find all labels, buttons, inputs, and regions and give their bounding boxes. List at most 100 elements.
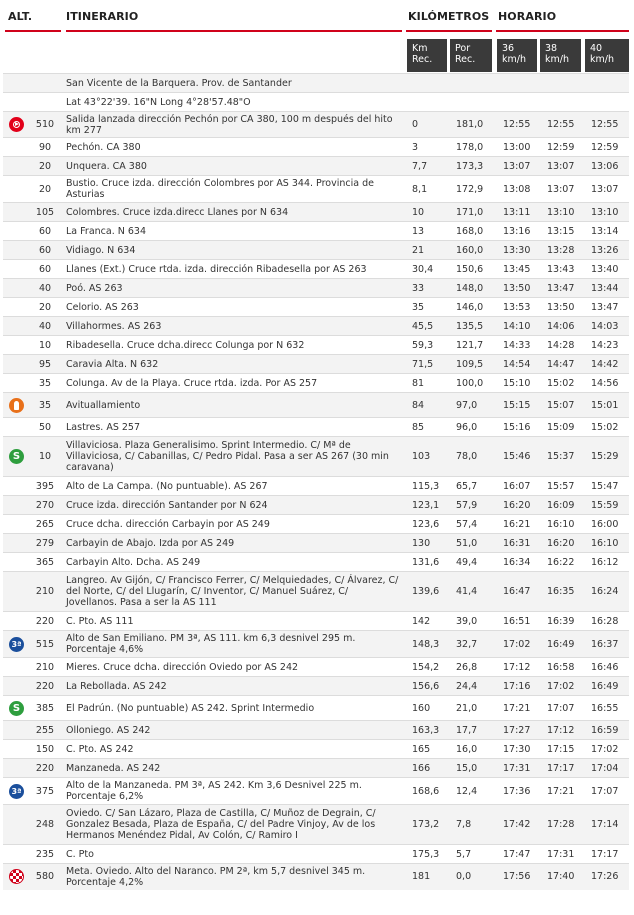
time-36-cell: 13:30 xyxy=(498,240,542,260)
time-36-cell: 16:21 xyxy=(498,514,542,534)
km-rec-cell: 81 xyxy=(407,373,450,393)
km-rec-cell: 8,1 xyxy=(407,175,450,203)
time-38-cell: 13:07 xyxy=(542,175,586,203)
itinerary-cell: Colombres. Cruce izda.direcc Llanes por … xyxy=(62,202,407,222)
time-38-cell: 13:47 xyxy=(542,278,586,298)
itinerary-cell: Oviedo. C/ San Lázaro, Plaza de Castilla… xyxy=(62,804,407,845)
row-icon-cell xyxy=(3,221,30,241)
subheader-36kmh: 36 km/h xyxy=(497,39,537,72)
itinerary-cell: C. Pto. AS 111 xyxy=(62,611,407,631)
altitude-cell: 220 xyxy=(30,611,62,631)
por-rec-cell: 181,0 xyxy=(450,111,498,138)
por-rec-cell: 150,6 xyxy=(450,259,498,279)
table-row: 20 Bustio. Cruce izda. dirección Colombre… xyxy=(3,175,629,203)
time-38-cell: 17:31 xyxy=(542,844,586,864)
time-36-cell: 17:12 xyxy=(498,657,542,677)
row-icon-cell xyxy=(3,202,30,222)
itinerary-cell: Langreo. Av Gijón, C/ Francisco Ferrer, … xyxy=(62,571,407,612)
altitude-cell: 385 xyxy=(30,695,62,721)
time-38-cell xyxy=(542,73,586,93)
row-icon-cell xyxy=(3,720,30,740)
time-40-cell: 12:59 xyxy=(586,137,629,157)
subheader-36kmh-line1: 36 xyxy=(502,43,515,54)
por-rec-cell: 0,0 xyxy=(450,863,498,890)
por-rec-cell: 32,7 xyxy=(450,630,498,658)
itinerary-cell: La Rebollada. AS 242 xyxy=(62,676,407,696)
feed-zone-icon xyxy=(9,397,24,413)
time-36-cell: 17:21 xyxy=(498,695,542,721)
por-rec-cell: 57,4 xyxy=(450,514,498,534)
table-row: 395 Alto de La Campa. (No puntuable). AS … xyxy=(3,476,629,496)
subheader-38kmh-line2: km/h xyxy=(545,54,569,65)
table-row: 150 C. Pto. AS 242 165 16,0 17:30 17:15 17:02 xyxy=(3,739,629,759)
time-38-cell: 12:59 xyxy=(542,137,586,157)
km-rec-cell: 59,3 xyxy=(407,335,450,355)
time-38-cell: 13:50 xyxy=(542,297,586,317)
itinerary-cell: C. Pto xyxy=(62,844,407,864)
km-rec-cell: 131,6 xyxy=(407,552,450,572)
altitude-cell: 35 xyxy=(30,392,62,418)
mountain-3rd-icon: 3ª xyxy=(9,783,24,799)
time-38-cell: 17:07 xyxy=(542,695,586,721)
table-row: 10 Ribadesella. Cruce dcha.direcc Colunga… xyxy=(3,335,629,355)
itinerary-cell: Villaviciosa. Plaza Generalisimo. Sprint… xyxy=(62,436,407,477)
time-38-cell: 16:10 xyxy=(542,514,586,534)
time-40-cell: 17:02 xyxy=(586,739,629,759)
time-36-cell: 17:30 xyxy=(498,739,542,759)
itinerary-cell: Avituallamiento xyxy=(62,392,407,418)
table-row: 265 Cruce dcha. dirección Carbayin por AS… xyxy=(3,514,629,534)
time-40-cell: 15:29 xyxy=(586,436,629,477)
time-36-cell: 17:42 xyxy=(498,804,542,845)
table-row: 35 Colunga. Av de la Playa. Cruce rtda. i… xyxy=(3,373,629,393)
altitude-cell: 10 xyxy=(30,335,62,355)
por-rec-cell: 135,5 xyxy=(450,316,498,336)
sprint-icon: S xyxy=(9,449,24,464)
time-38-cell: 12:55 xyxy=(542,111,586,138)
itinerary-cell: Llanes (Ext.) Cruce rtda. izda. direcció… xyxy=(62,259,407,279)
time-38-cell: 16:58 xyxy=(542,657,586,677)
por-rec-cell: 26,8 xyxy=(450,657,498,677)
table-row: 60 La Franca. N 634 13 168,0 13:16 13:15 13:14 xyxy=(3,221,629,241)
itinerary-cell: Alto de La Campa. (No puntuable). AS 267 xyxy=(62,476,407,496)
time-38-cell xyxy=(542,92,586,112)
time-36-cell: 17:36 xyxy=(498,777,542,805)
time-40-cell: 12:55 xyxy=(586,111,629,138)
time-36-cell xyxy=(498,73,542,93)
altitude-cell: 265 xyxy=(30,514,62,534)
km-rec-cell: 0 xyxy=(407,111,450,138)
km-rec-cell: 165 xyxy=(407,739,450,759)
time-40-cell: 16:10 xyxy=(586,533,629,553)
row-icon-cell xyxy=(3,297,30,317)
header-itinerario-label: ITINERARIO xyxy=(66,10,139,23)
altitude-cell: 60 xyxy=(30,259,62,279)
itinerary-cell: Meta. Oviedo. Alto del Naranco. PM 2ª, k… xyxy=(62,863,407,890)
time-40-cell: 13:26 xyxy=(586,240,629,260)
time-36-cell: 17:47 xyxy=(498,844,542,864)
altitude-cell: 95 xyxy=(30,354,62,374)
table-row: S 10 Villaviciosa. Plaza Generalisimo. Spr… xyxy=(3,436,629,477)
itinerary-cell: Cruce izda. dirección Santander por N 62… xyxy=(62,495,407,515)
time-40-cell: 16:37 xyxy=(586,630,629,658)
itinerary-cell: Mieres. Cruce dcha. dirección Oviedo por… xyxy=(62,657,407,677)
time-40-cell: 17:04 xyxy=(586,758,629,778)
time-36-cell: 17:56 xyxy=(498,863,542,890)
row-icon-cell: S xyxy=(3,436,30,477)
row-icon-cell: 3ª xyxy=(3,630,30,658)
altitude-cell: 580 xyxy=(30,863,62,890)
altitude-cell: 395 xyxy=(30,476,62,496)
time-40-cell: 13:40 xyxy=(586,259,629,279)
sprint-icon: S xyxy=(9,700,24,716)
time-38-cell: 13:07 xyxy=(542,156,586,176)
time-36-cell: 14:33 xyxy=(498,335,542,355)
time-38-cell: 14:47 xyxy=(542,354,586,374)
table-row: 35 Avituallamiento 84 97,0 15:15 15:07 15:01 xyxy=(3,392,629,418)
time-36-cell: 17:31 xyxy=(498,758,542,778)
itinerary-cell: Lastres. AS 257 xyxy=(62,417,407,437)
table-row: 210 Langreo. Av Gijón, C/ Francisco Ferre… xyxy=(3,571,629,612)
altitude-cell: 150 xyxy=(30,739,62,759)
row-icon-cell xyxy=(3,335,30,355)
time-36-cell: 17:27 xyxy=(498,720,542,740)
km-rec-cell: 3 xyxy=(407,137,450,157)
time-40-cell: 16:55 xyxy=(586,695,629,721)
time-38-cell: 15:09 xyxy=(542,417,586,437)
